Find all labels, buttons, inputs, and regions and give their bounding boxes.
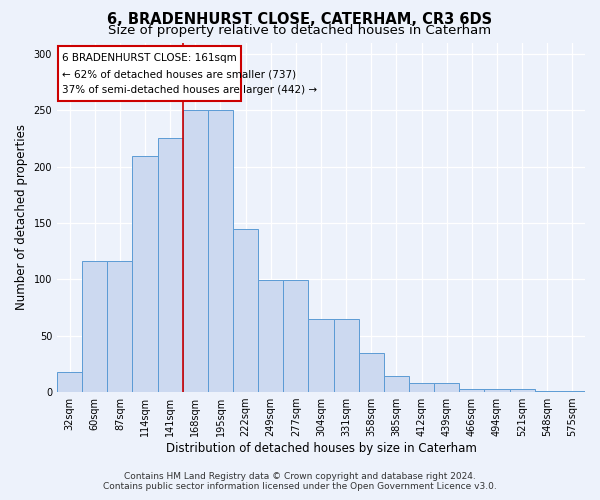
Bar — [133, 156, 158, 392]
X-axis label: Distribution of detached houses by size in Caterham: Distribution of detached houses by size … — [166, 442, 476, 455]
Bar — [258, 280, 283, 392]
Bar — [535, 391, 560, 392]
Bar — [484, 388, 509, 392]
Text: 37% of semi-detached houses are larger (442) →: 37% of semi-detached houses are larger (… — [62, 86, 317, 96]
Bar — [509, 388, 535, 392]
Text: Size of property relative to detached houses in Caterham: Size of property relative to detached ho… — [109, 24, 491, 37]
Bar — [57, 372, 82, 392]
Bar — [82, 262, 107, 392]
Bar — [58, 46, 241, 101]
Text: 6, BRADENHURST CLOSE, CATERHAM, CR3 6DS: 6, BRADENHURST CLOSE, CATERHAM, CR3 6DS — [107, 12, 493, 28]
Text: 6 BRADENHURST CLOSE: 161sqm: 6 BRADENHURST CLOSE: 161sqm — [62, 52, 237, 62]
Bar — [384, 376, 409, 392]
Bar — [233, 228, 258, 392]
Bar — [560, 391, 585, 392]
Bar — [334, 319, 359, 392]
Bar — [409, 383, 434, 392]
Bar — [459, 388, 484, 392]
Bar — [183, 110, 208, 392]
Bar — [158, 138, 183, 392]
Y-axis label: Number of detached properties: Number of detached properties — [15, 124, 28, 310]
Bar — [283, 280, 308, 392]
Bar — [359, 352, 384, 392]
Bar — [107, 262, 133, 392]
Bar — [434, 383, 459, 392]
Text: Contains HM Land Registry data © Crown copyright and database right 2024.
Contai: Contains HM Land Registry data © Crown c… — [103, 472, 497, 491]
Bar — [308, 319, 334, 392]
Text: ← 62% of detached houses are smaller (737): ← 62% of detached houses are smaller (73… — [62, 69, 296, 79]
Bar — [208, 110, 233, 392]
